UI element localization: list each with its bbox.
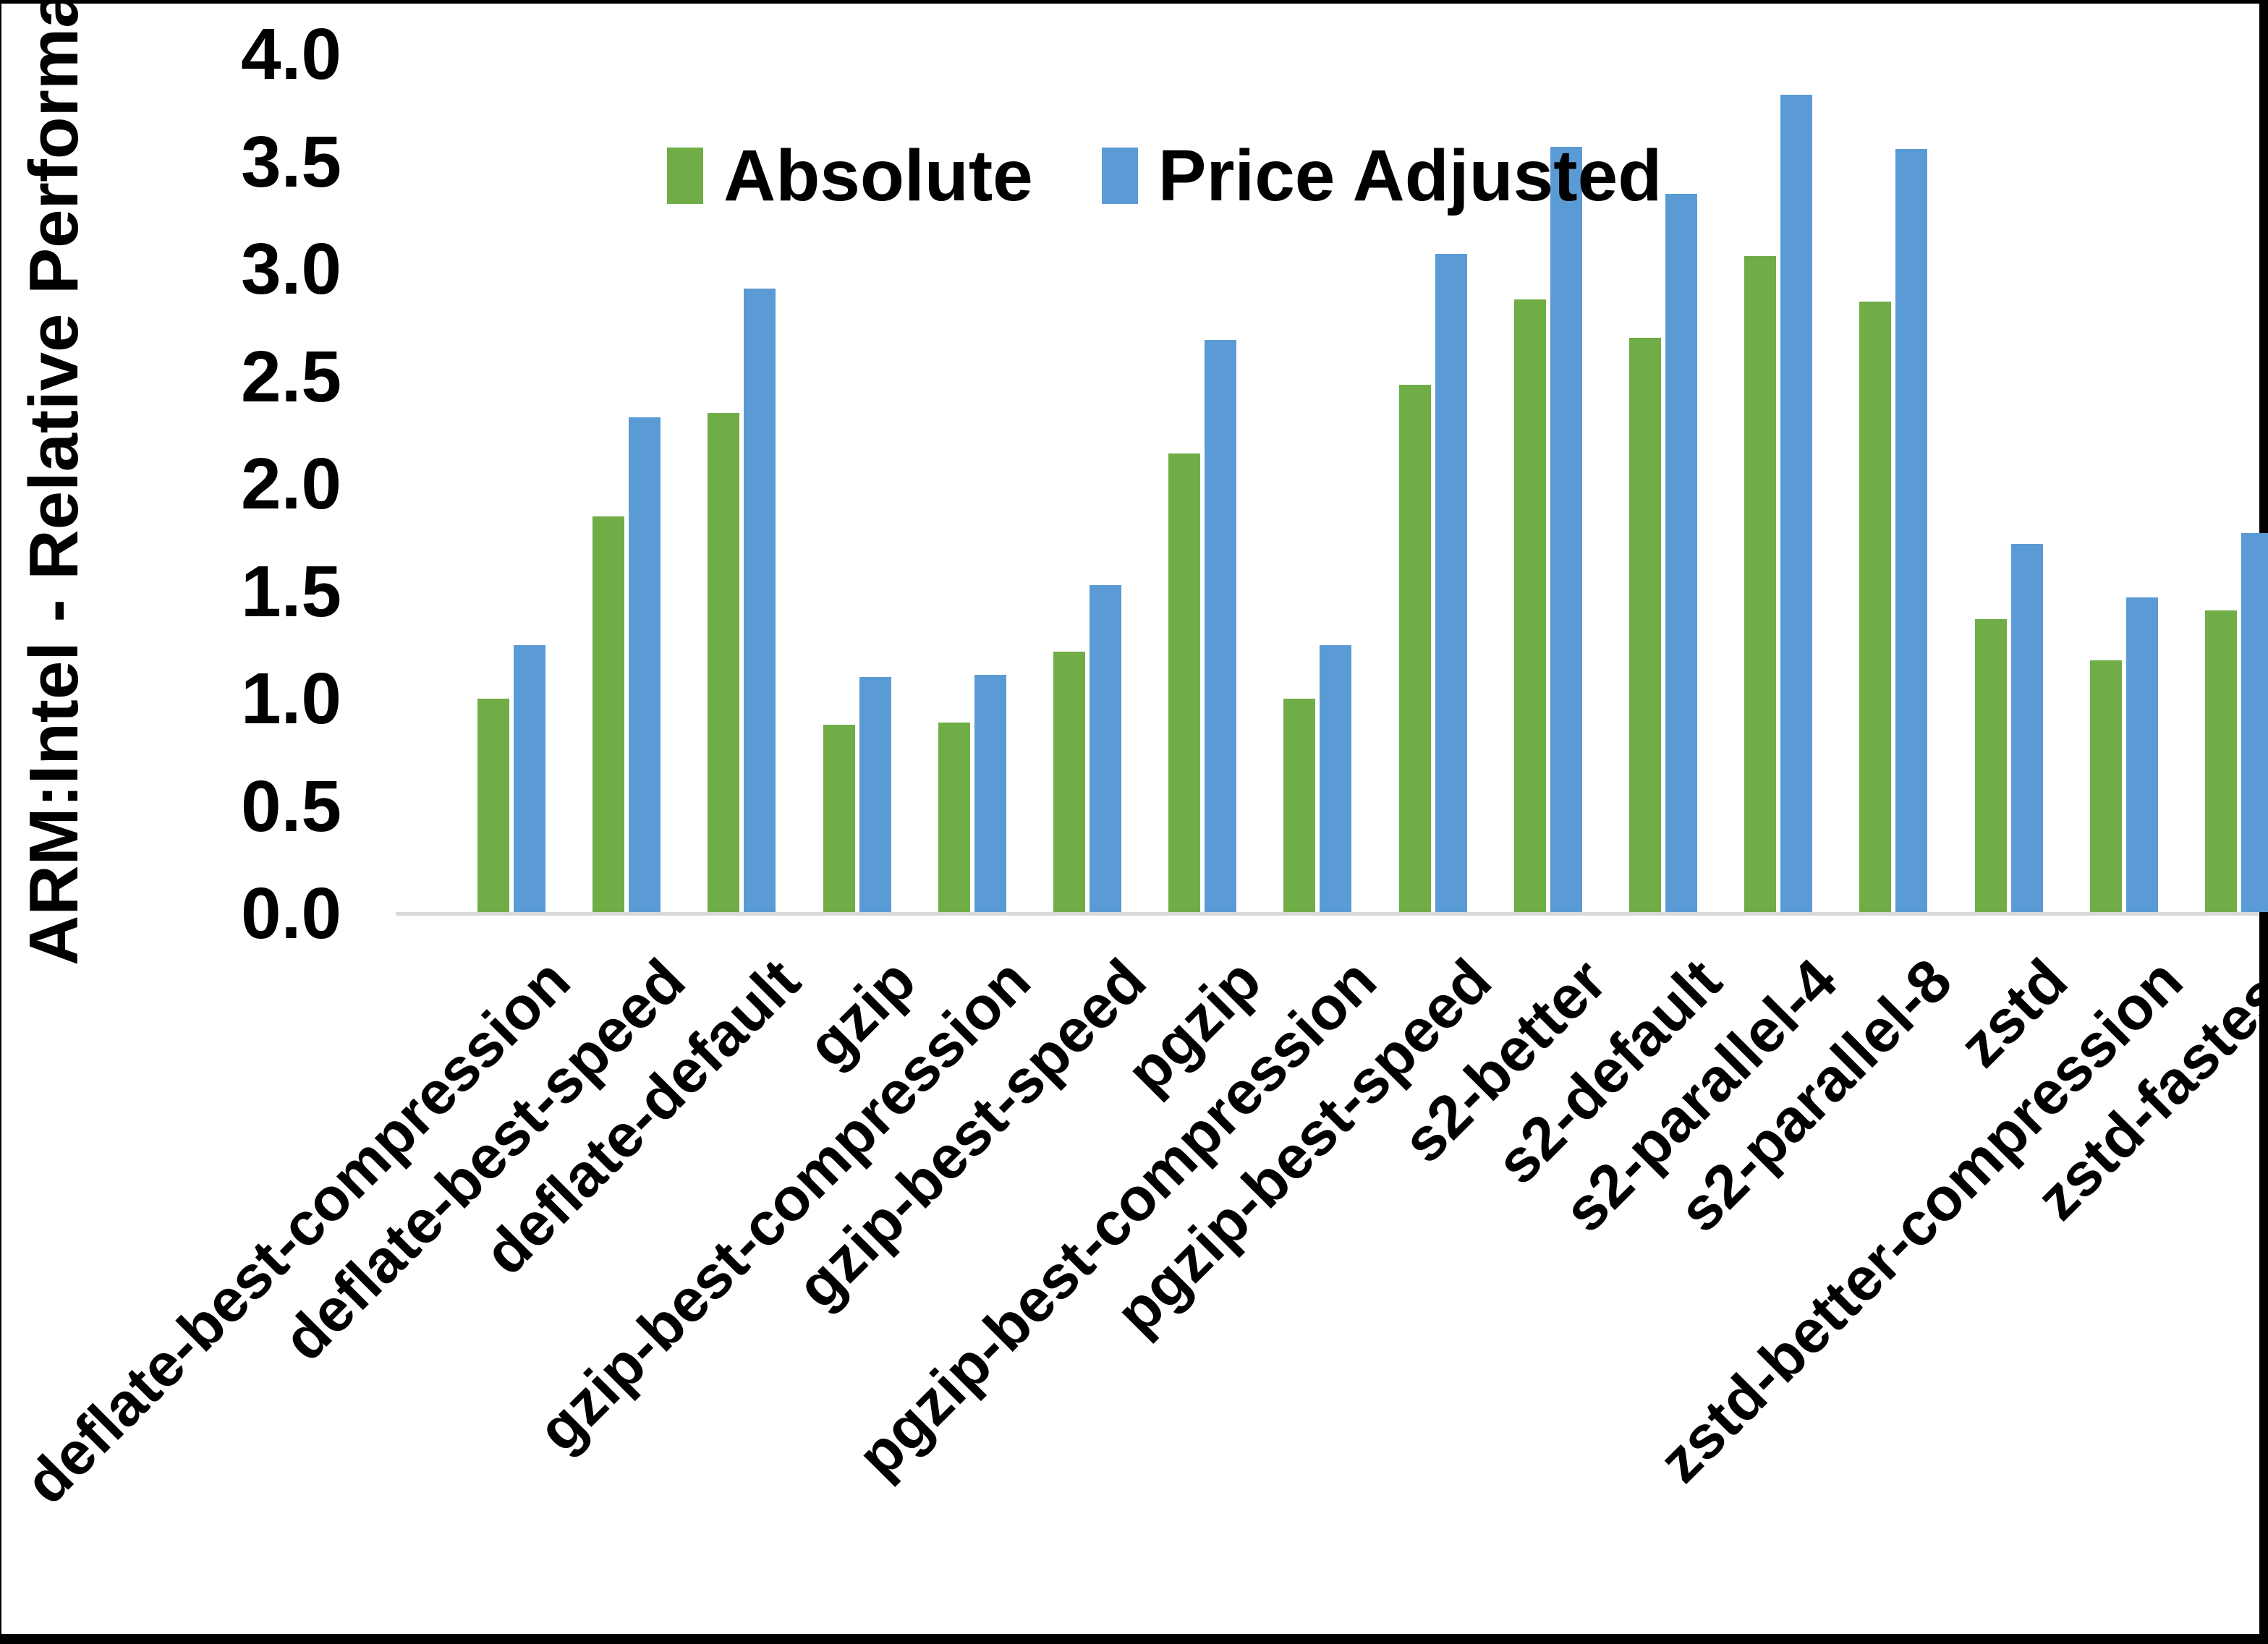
bar-absolute [2090,660,2122,912]
bar-price-adjusted [2126,597,2158,912]
y-tick-label: 1.5 [240,550,341,632]
bar-absolute [1859,302,1891,912]
legend: Absolute Price Adjusted [667,140,1662,212]
legend-swatch-icon [667,148,703,204]
y-tick-label: 3.5 [240,121,341,203]
bar-absolute [1514,299,1546,912]
bar-price-adjusted [1205,340,1236,912]
legend-label: Absolute [723,135,1033,216]
bar-price-adjusted [2241,533,2268,912]
y-axis-title: ARM:Intel - Relative Performance [15,0,93,966]
legend-label: Price Adjusted [1158,135,1662,216]
bar-absolute [593,516,624,912]
bar-absolute [1053,652,1085,912]
y-tick-label: 3.0 [240,229,341,310]
bar-absolute [2205,610,2237,912]
bar-absolute [477,699,509,912]
bar-price-adjusted [1435,254,1467,912]
bar-price-adjusted [514,645,545,912]
y-tick-label: 2.0 [240,443,341,524]
bar-price-adjusted [1090,585,1121,912]
bar-absolute [823,725,855,912]
bar-absolute [1283,699,1315,912]
bar-absolute [1975,619,2007,912]
bar-price-adjusted [1665,194,1697,912]
bar-absolute [1399,385,1431,912]
bar-price-adjusted [1780,95,1812,912]
bar-absolute [708,413,739,912]
y-tick-label: 1.0 [240,658,341,739]
bar-price-adjusted [1320,645,1351,912]
legend-swatch-icon [1101,148,1138,204]
bar-price-adjusted [974,675,1006,912]
bar-price-adjusted [629,417,661,912]
y-tick-label: 2.5 [240,336,341,417]
bar-price-adjusted [859,677,891,912]
y-tick-label: 0.0 [240,873,341,954]
bar-price-adjusted [1895,149,1927,912]
bar-absolute [1168,453,1200,912]
y-tick-label: 0.5 [240,765,341,847]
bar-price-adjusted [2011,544,2043,912]
y-tick-label: 4.0 [240,14,341,95]
bar-price-adjusted [744,289,776,912]
x-axis-baseline [396,912,2259,916]
legend-item: Price Adjusted [1101,135,1662,216]
bar-absolute [938,723,970,912]
bar-price-adjusted [1550,147,1582,912]
legend-item: Absolute [667,140,1033,212]
bar-absolute [1744,256,1776,912]
bar-absolute [1629,338,1661,912]
